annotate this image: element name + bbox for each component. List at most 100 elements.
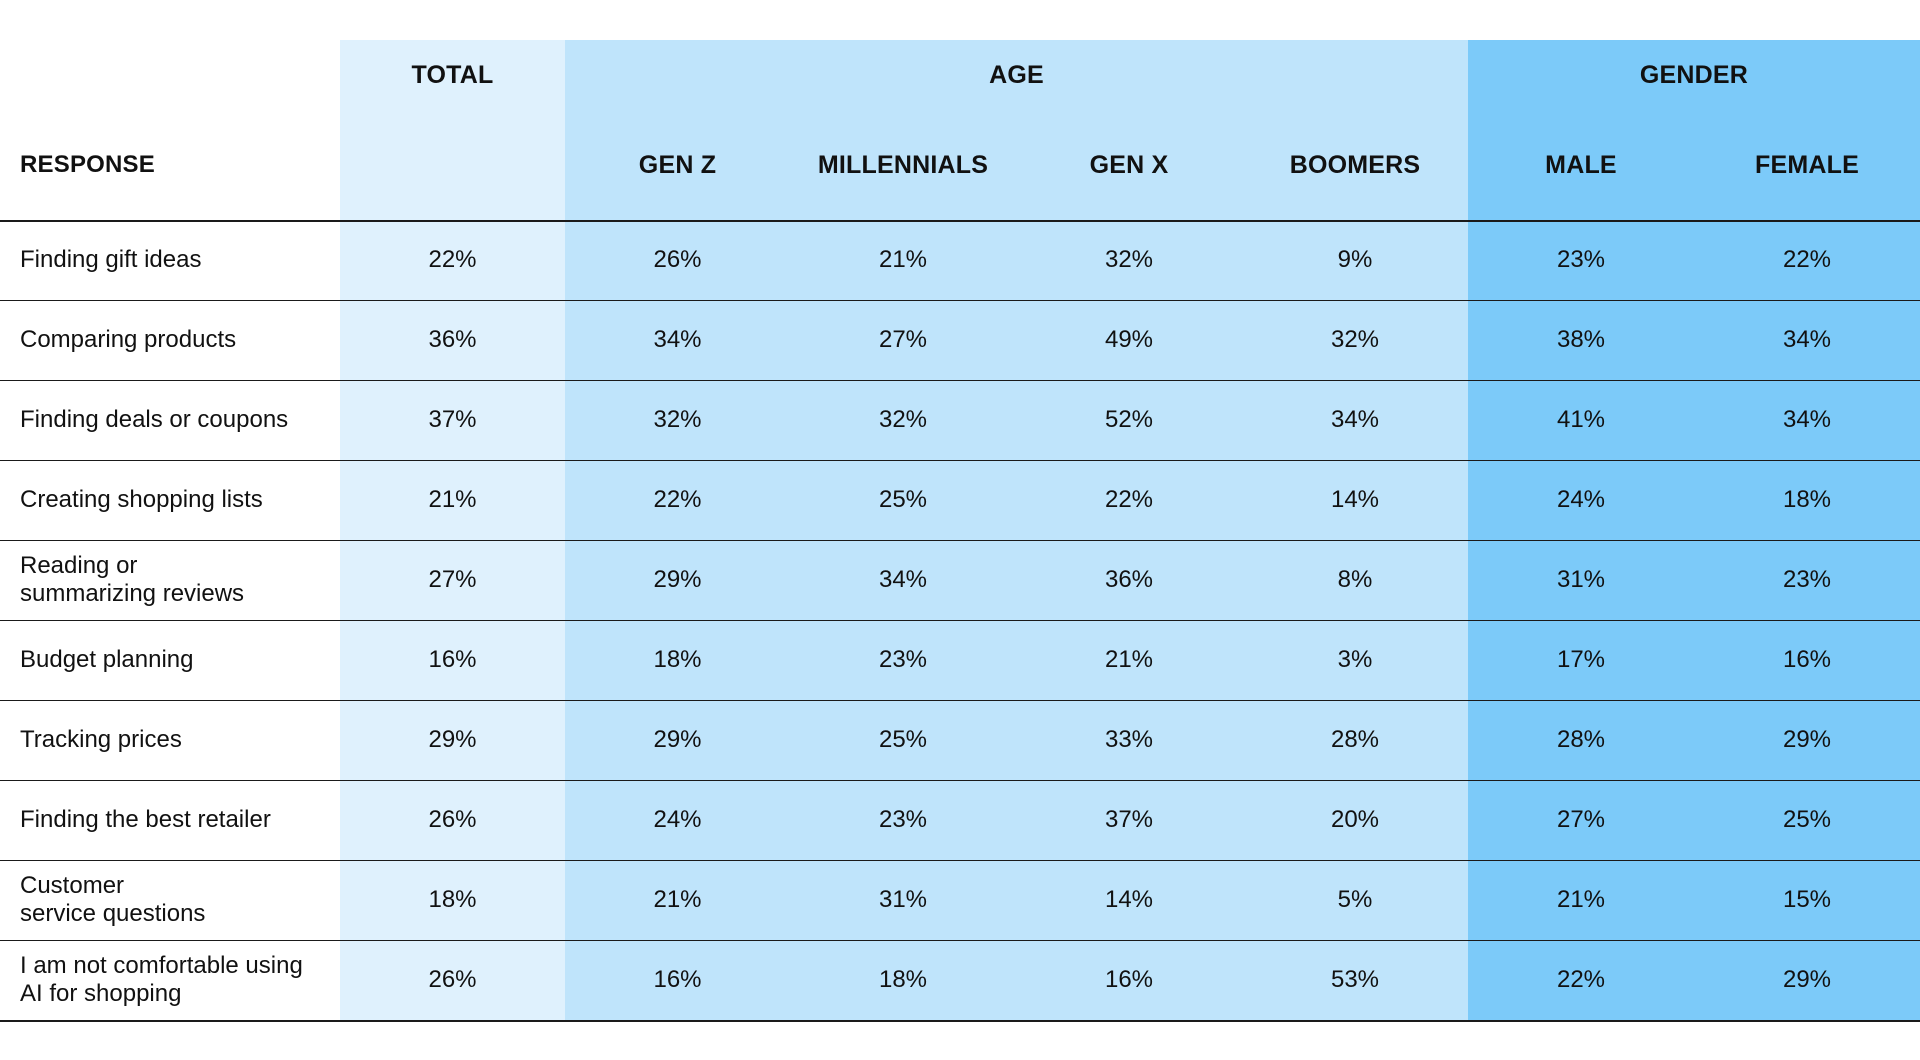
table-cell: 37% [1104,806,1154,833]
table-cell: 34% [1330,406,1380,433]
table-cell: 27% [878,326,928,353]
table-cell: 16% [1104,966,1154,993]
table-cell: 31% [878,886,928,913]
table-cell: 28% [1330,726,1380,753]
table-cell: 26% [428,806,477,833]
table-cell: 36% [428,326,477,353]
table-cell: 37% [428,406,477,433]
row-label: I am not comfortable using AI for shoppi… [20,952,303,1007]
table-cell: 29% [653,566,702,593]
table-cell: 3% [1337,646,1373,673]
table-cell: 18% [1782,486,1832,513]
group-header-total: TOTAL [411,60,494,89]
row-label: Finding deals or coupons [20,406,289,433]
table-cell: 23% [878,646,928,673]
table-cell: 34% [653,326,702,353]
table-cell: 21% [428,486,477,513]
response-header: RESPONSE [20,151,155,178]
table-cell: 52% [1104,406,1154,433]
row-label: Budget planning [20,646,194,673]
table-cell: 20% [1330,806,1380,833]
column-header-boomers: BOOMERS [1289,150,1421,179]
table-cell: 22% [1556,966,1606,993]
table-cell: 25% [878,486,928,513]
table-cell: 23% [1782,566,1832,593]
table-cell: 18% [653,646,702,673]
table-cell: 14% [1330,486,1380,513]
row-label: Finding the best retailer [20,806,271,833]
table-cell: 21% [653,886,702,913]
table-cell: 22% [1104,486,1154,513]
table-cell: 41% [1556,406,1606,433]
table-cell: 26% [428,966,477,993]
table-cell: 32% [1330,326,1380,353]
table-cell: 8% [1337,566,1373,593]
table-cell: 32% [653,406,702,433]
row-divider [0,460,1920,461]
table-cell: 38% [1556,326,1606,353]
table-cell: 14% [1104,886,1154,913]
age-column-band [565,40,1468,1020]
column-header-millennials: MILLENNIALS [817,150,989,179]
column-header-female: FEMALE [1755,150,1859,179]
table-cell: 28% [1556,726,1606,753]
table-cell: 21% [878,246,928,273]
table-cell: 22% [428,246,477,273]
table-cell: 18% [878,966,928,993]
row-divider [0,300,1920,301]
table-cell: 27% [428,566,477,593]
table-cell: 23% [1556,246,1606,273]
table-cell: 22% [1782,246,1832,273]
row-label: Reading or summarizing reviews [20,552,245,607]
header-divider [0,220,1920,222]
table-cell: 17% [1556,646,1606,673]
group-header-age: AGE [989,60,1044,89]
table-cell: 16% [1782,646,1832,673]
table-cell: 21% [1104,646,1154,673]
table-cell: 33% [1104,726,1154,753]
row-label: Customer service questions [20,872,206,927]
table-cell: 32% [878,406,928,433]
gender-column-band [1468,40,1920,1020]
table-cell: 32% [1104,246,1154,273]
row-divider [0,1020,1920,1022]
row-divider [0,620,1920,621]
table-cell: 9% [1337,246,1373,273]
table-cell: 29% [653,726,702,753]
table-cell: 34% [1782,406,1832,433]
total-column-band [340,40,565,1020]
table-cell: 22% [653,486,702,513]
table-cell: 21% [1556,886,1606,913]
table-cell: 24% [1556,486,1606,513]
group-header-gender: GENDER [1639,60,1749,89]
row-label: Creating shopping lists [20,486,263,513]
column-header-gen-x: GEN X [1089,150,1169,179]
table-cell: 16% [428,646,477,673]
column-header-gen-z: GEN Z [638,150,717,179]
table-cell: 16% [653,966,702,993]
column-header-male: MALE [1545,150,1617,179]
table-cell: 29% [1782,726,1832,753]
row-divider [0,700,1920,701]
table-cell: 29% [428,726,477,753]
table-cell: 53% [1330,966,1380,993]
table-cell: 34% [1782,326,1832,353]
table-cell: 18% [428,886,477,913]
row-divider [0,380,1920,381]
row-label: Finding gift ideas [20,246,202,273]
table-cell: 5% [1337,886,1373,913]
table-cell: 24% [653,806,702,833]
table-cell: 15% [1782,886,1832,913]
row-label: Comparing products [20,326,237,353]
table-cell: 26% [653,246,702,273]
row-label: Tracking prices [20,726,182,753]
table-cell: 31% [1556,566,1606,593]
table-cell: 34% [878,566,928,593]
table-cell: 36% [1104,566,1154,593]
table-cell: 49% [1104,326,1154,353]
row-divider [0,540,1920,541]
table-cell: 25% [878,726,928,753]
row-divider [0,780,1920,781]
row-divider [0,860,1920,861]
